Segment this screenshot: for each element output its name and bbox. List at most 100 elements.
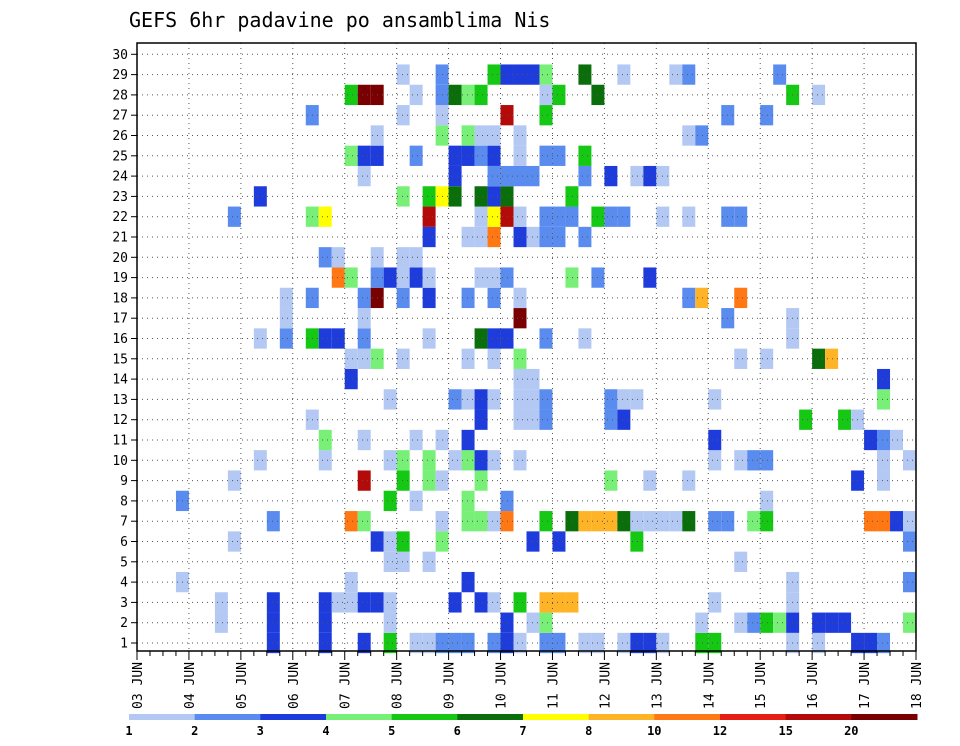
y-tick-label: 21 xyxy=(112,231,128,246)
y-tick-label: 18 xyxy=(112,291,128,306)
x-tick-label: 04 JUN xyxy=(183,662,198,709)
heatmap-cell xyxy=(422,186,436,207)
heatmap-cell xyxy=(422,328,436,349)
heatmap-cell xyxy=(396,348,410,369)
y-tick-label: 10 xyxy=(112,454,128,469)
heatmap-cell xyxy=(513,287,527,309)
heatmap-cell xyxy=(474,226,488,248)
colorbar-label: 5 xyxy=(388,724,395,738)
heatmap-cell xyxy=(682,125,696,146)
heatmap-cell xyxy=(487,389,501,410)
x-tick-label: 18 JUN xyxy=(910,662,925,709)
y-tick-label: 2 xyxy=(120,616,128,631)
colorbar-label: 12 xyxy=(713,724,727,738)
heatmap-cell xyxy=(383,267,397,288)
heatmap-cell xyxy=(513,632,527,654)
heatmap-cell xyxy=(799,409,813,430)
heatmap-cell xyxy=(552,632,566,654)
heatmap-cell xyxy=(474,389,488,410)
heatmap-cell xyxy=(344,571,358,593)
heatmap-cell xyxy=(630,511,644,532)
heatmap-cell xyxy=(578,145,592,166)
heatmap-cell xyxy=(513,348,527,369)
colorbar-label: 15 xyxy=(778,724,792,738)
heatmap-cell xyxy=(461,429,475,451)
heatmap-cell xyxy=(279,308,293,329)
heatmap-cell xyxy=(877,450,891,471)
y-tick-label: 30 xyxy=(112,48,128,63)
heatmap-cell xyxy=(734,348,748,369)
heatmap-cell xyxy=(474,186,488,207)
heatmap-cell xyxy=(396,64,410,85)
heatmap-cell xyxy=(422,287,436,309)
x-tick-label: 08 JUN xyxy=(391,662,406,709)
heatmap-cell xyxy=(474,409,488,430)
heatmap-cell xyxy=(708,632,722,654)
heatmap-cell xyxy=(422,551,436,572)
heatmap-cell xyxy=(513,64,527,85)
heatmap-cell xyxy=(461,490,475,512)
heatmap-cell xyxy=(266,632,280,654)
heatmap-cell xyxy=(513,450,527,471)
heatmap-cell xyxy=(227,206,241,227)
heatmap-cell xyxy=(422,450,436,471)
heatmap-cell xyxy=(448,165,462,187)
heatmap-cell xyxy=(539,226,553,248)
heatmap-cell xyxy=(461,287,475,309)
y-tick-label: 5 xyxy=(120,555,128,570)
heatmap-cell xyxy=(539,328,553,349)
colorbar-swatch xyxy=(720,714,787,720)
heatmap-cell xyxy=(487,145,501,166)
heatmap-cell xyxy=(539,409,553,430)
heatmap-cell xyxy=(357,145,371,166)
heatmap-cell xyxy=(513,145,527,166)
heatmap-cell xyxy=(383,592,397,613)
heatmap-cell xyxy=(409,145,423,166)
colorbar-swatch xyxy=(785,714,852,720)
heatmap-cell xyxy=(461,226,475,248)
y-tick-label: 9 xyxy=(120,474,128,489)
heatmap-cell xyxy=(695,612,709,633)
y-tick-label: 26 xyxy=(112,129,128,144)
colorbar-swatch xyxy=(194,714,261,720)
colorbar-label: 4 xyxy=(322,724,329,738)
heatmap-cell xyxy=(877,632,891,654)
heatmap-cell xyxy=(695,125,709,146)
y-tick-label: 12 xyxy=(112,413,128,428)
heatmap-cell xyxy=(630,389,644,410)
heatmap-cell xyxy=(474,328,488,349)
colorbar-swatch xyxy=(654,714,721,720)
heatmap-cell xyxy=(864,511,878,532)
heatmap-cell xyxy=(357,511,371,532)
heatmap-cell xyxy=(539,511,553,532)
heatmap-cell xyxy=(864,632,878,654)
heatmap-cell xyxy=(630,531,644,552)
heatmap-cell xyxy=(383,531,397,552)
heatmap-cell xyxy=(474,206,488,227)
heatmap-cell xyxy=(487,632,501,654)
heatmap-cell xyxy=(474,511,488,532)
heatmap-cell xyxy=(344,592,358,613)
heatmap-cell xyxy=(747,612,761,633)
heatmap-cell xyxy=(643,511,657,532)
heatmap-cell xyxy=(695,632,709,654)
y-tick-label: 20 xyxy=(112,251,128,266)
heatmap-cell xyxy=(747,511,761,532)
heatmap-cell xyxy=(825,612,839,633)
chart-title: GEFS 6hr padavine po ansamblima Nis xyxy=(129,8,550,32)
heatmap-cell xyxy=(357,429,371,451)
heatmap-cell xyxy=(682,470,696,491)
heatmap-cell xyxy=(734,450,748,471)
colorbar-label: 1 xyxy=(125,724,132,738)
heatmap-cell xyxy=(396,470,410,491)
colorbar-swatch xyxy=(129,714,196,720)
heatmap-cell xyxy=(344,267,358,288)
y-tick-label: 4 xyxy=(120,576,128,591)
heatmap-cell xyxy=(682,287,696,309)
heatmap-cell xyxy=(318,328,332,349)
heatmap-cell xyxy=(331,328,345,349)
x-tick-label: 05 JUN xyxy=(235,662,250,709)
heatmap-cell xyxy=(344,348,358,369)
x-axis-ticks: 03 JUN 04 JUN 05 JUN 06 JUN 07 JUN 08 JUN 09 J… xyxy=(131,651,925,709)
heatmap-cell xyxy=(383,490,397,512)
